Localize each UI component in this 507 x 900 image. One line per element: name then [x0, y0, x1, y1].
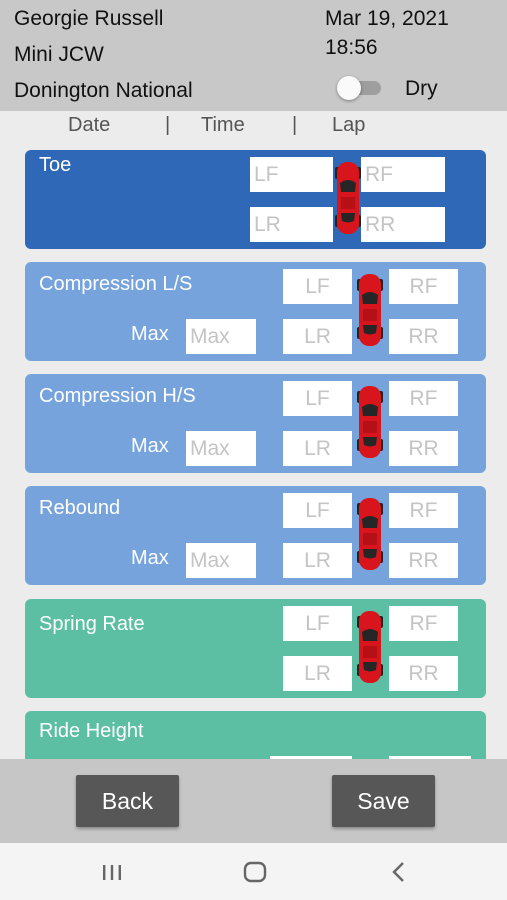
rebound-rf-input[interactable] [389, 493, 458, 528]
compression-hs-max-input[interactable] [186, 431, 256, 466]
spring-rate-lf-input[interactable] [283, 606, 352, 641]
compression-hs-rf-input[interactable] [389, 381, 458, 416]
car-name: Mini JCW [14, 43, 104, 66]
subheader-separator: | [292, 114, 298, 136]
spring-rate-lr-input[interactable] [283, 656, 352, 691]
spring-rate-card: Spring Rate [25, 599, 486, 698]
rebound-lf-input[interactable] [283, 493, 352, 528]
track-name: Donington National [14, 79, 193, 102]
driver-name: Georgie Russell [14, 7, 164, 30]
car-top-view-icon [357, 386, 383, 458]
compression-hs-lr-input[interactable] [283, 431, 352, 466]
session-date: Mar 19, 2021 [325, 7, 449, 30]
toe-card: Toe [25, 150, 486, 249]
toe-rr-input[interactable] [361, 207, 445, 242]
rebound-card: Rebound Max [25, 486, 486, 585]
toe-lr-input[interactable] [250, 207, 333, 242]
compression-ls-max-label: Max [131, 323, 169, 345]
car-top-view-icon [357, 498, 383, 570]
compression-ls-rr-input[interactable] [389, 319, 458, 354]
car-top-view-icon [357, 611, 383, 683]
car-top-view-icon [335, 162, 361, 234]
recents-icon[interactable] [98, 859, 126, 885]
compression-hs-lf-input[interactable] [283, 381, 352, 416]
compression-ls-lf-input[interactable] [283, 269, 352, 304]
ride-height-rf-input[interactable] [389, 756, 471, 759]
rebound-lr-input[interactable] [283, 543, 352, 578]
toe-title: Toe [39, 154, 72, 176]
toggle-knob [337, 76, 361, 100]
toe-rf-input[interactable] [361, 157, 445, 192]
car-top-view-icon [357, 274, 383, 346]
subheader-date: Date [68, 114, 111, 136]
ride-height-card: Ride Height [25, 711, 486, 759]
back-button[interactable]: Back [76, 775, 179, 827]
condition-toggle[interactable] [337, 76, 381, 100]
compression-hs-rr-input[interactable] [389, 431, 458, 466]
compression-ls-lr-input[interactable] [283, 319, 352, 354]
compression-ls-card: Compression L/S Max [25, 262, 486, 361]
subheader-lap: Lap [332, 114, 366, 136]
compression-hs-max-label: Max [131, 435, 169, 457]
spring-rate-rf-input[interactable] [389, 606, 458, 641]
compression-ls-rf-input[interactable] [389, 269, 458, 304]
condition-label: Dry [405, 77, 438, 100]
session-time: 18:56 [325, 36, 378, 59]
compression-hs-card: Compression H/S Max [25, 374, 486, 473]
rebound-title: Rebound [39, 497, 121, 519]
system-nav-bar [0, 843, 507, 900]
ride-height-lf-input[interactable] [270, 756, 352, 759]
back-icon[interactable] [385, 859, 413, 885]
rebound-rr-input[interactable] [389, 543, 458, 578]
ride-height-title: Ride Height [39, 720, 144, 742]
subheader-separator: | [165, 114, 171, 136]
spring-rate-rr-input[interactable] [389, 656, 458, 691]
rebound-max-input[interactable] [186, 543, 256, 578]
session-header: Georgie Russell Mini JCW Donington Natio… [0, 0, 507, 111]
subheader-time: Time [201, 114, 245, 136]
spring-rate-title: Spring Rate [39, 613, 145, 635]
action-bar: Back Save [0, 759, 507, 843]
toe-lf-input[interactable] [250, 157, 333, 192]
save-button[interactable]: Save [332, 775, 435, 827]
rebound-max-label: Max [131, 547, 169, 569]
compression-ls-title: Compression L/S [39, 273, 193, 295]
setup-form[interactable]: Date | Time | Lap Toe Compression L/S Ma… [0, 111, 507, 759]
compression-ls-max-input[interactable] [186, 319, 256, 354]
compression-hs-title: Compression H/S [39, 385, 196, 407]
home-icon[interactable] [241, 859, 269, 885]
